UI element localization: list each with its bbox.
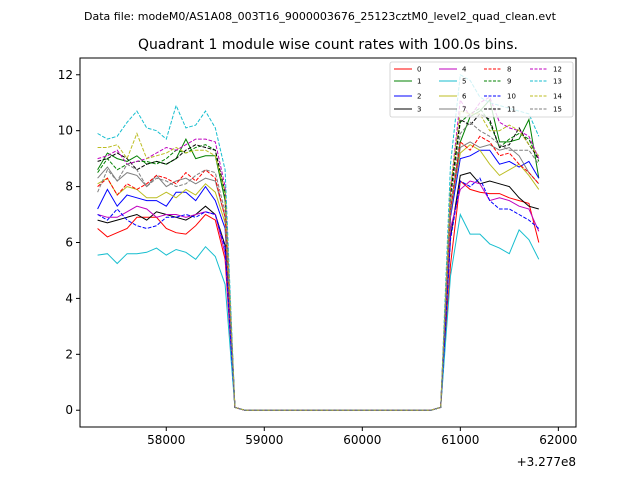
y-tick-label: 12 bbox=[58, 68, 73, 82]
x-axis: 58000 59000 60000 61000 62000 bbox=[147, 427, 577, 447]
y-tick-label: 10 bbox=[58, 124, 73, 138]
x-tick-label: 58000 bbox=[147, 433, 185, 447]
legend-label-2: 2 bbox=[417, 93, 421, 101]
y-tick-label: 8 bbox=[65, 180, 73, 194]
y-tick-label: 4 bbox=[65, 291, 73, 305]
y-axis: 0 2 4 6 8 10 12 bbox=[58, 68, 80, 417]
x-tick-label: 60000 bbox=[343, 433, 381, 447]
x-offset-label: +3.277e8 bbox=[517, 455, 576, 469]
y-tick-label: 0 bbox=[65, 403, 73, 417]
legend-label-5: 5 bbox=[462, 78, 466, 86]
plot-lines bbox=[97, 73, 540, 411]
y-tick-label: 2 bbox=[65, 347, 73, 361]
figure-suptitle: Data file: modeM0/AS1A08_003T16_90000036… bbox=[84, 10, 557, 23]
legend-label-11: 11 bbox=[507, 106, 516, 114]
legend-label-14: 14 bbox=[553, 93, 562, 101]
x-tick-label: 61000 bbox=[441, 433, 479, 447]
legend-frame bbox=[389, 61, 574, 118]
legend-label-9: 9 bbox=[507, 78, 511, 86]
legend-label-7: 7 bbox=[462, 106, 466, 114]
legend-label-6: 6 bbox=[462, 93, 467, 101]
legend-label-1: 1 bbox=[417, 78, 421, 86]
x-tick-label: 62000 bbox=[539, 433, 577, 447]
y-tick-label: 6 bbox=[65, 236, 73, 250]
series-line-15 bbox=[97, 121, 540, 411]
x-tick-label: 59000 bbox=[245, 433, 283, 447]
chart-title: Quadrant 1 module wise count rates with … bbox=[138, 37, 518, 53]
legend-label-13: 13 bbox=[553, 78, 562, 86]
legend-label-3: 3 bbox=[417, 106, 421, 114]
legend-label-12: 12 bbox=[553, 66, 562, 74]
legend-label-4: 4 bbox=[462, 66, 467, 74]
legend-label-0: 0 bbox=[417, 66, 421, 74]
legend-label-8: 8 bbox=[507, 66, 511, 74]
legend-label-10: 10 bbox=[507, 93, 516, 101]
legend-label-15: 15 bbox=[553, 106, 562, 114]
